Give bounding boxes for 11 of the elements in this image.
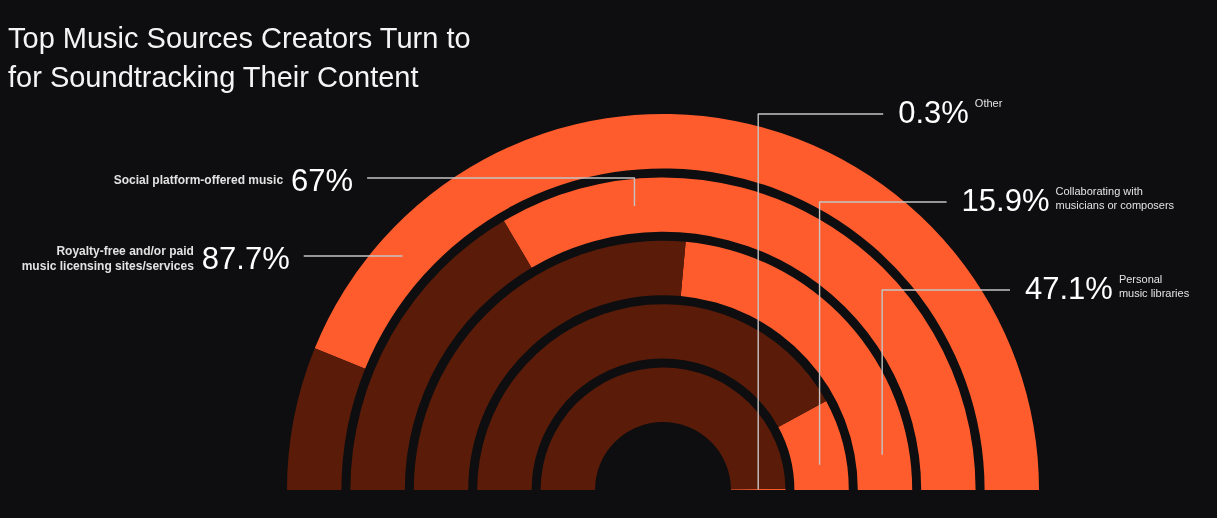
data-label: 67% bbox=[291, 162, 354, 198]
slice-label: Social platform-offered music bbox=[113, 173, 284, 187]
slice-label: Personal music libraries bbox=[1118, 273, 1190, 299]
slice-label: Other bbox=[974, 97, 1003, 109]
data-label: 15.9% bbox=[961, 182, 1050, 218]
slice-label: Collaborating with musicians or composers bbox=[1055, 185, 1175, 211]
slice-label: Royalty-free and/or paid music licensing sites/services bbox=[21, 243, 195, 273]
data-label: 0.3% bbox=[898, 94, 969, 130]
chart-title: Top Music Sources Creators Turn to for Soundtracking Their Content bbox=[8, 22, 471, 93]
data-label: 87.7% bbox=[201, 240, 290, 276]
data-label: 47.1% bbox=[1025, 270, 1113, 306]
